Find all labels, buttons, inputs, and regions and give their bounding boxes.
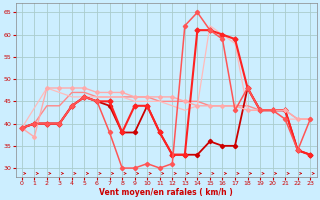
X-axis label: Vent moyen/en rafales ( km/h ): Vent moyen/en rafales ( km/h )	[99, 188, 233, 197]
